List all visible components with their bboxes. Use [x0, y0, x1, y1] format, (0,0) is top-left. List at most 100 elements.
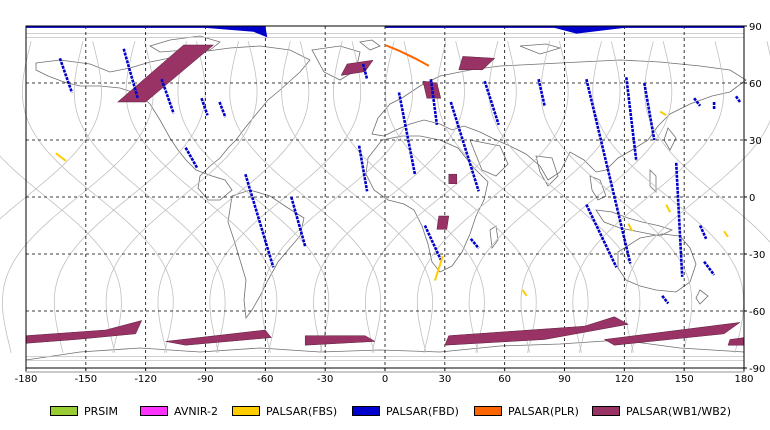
y-tick-label: 0: [749, 193, 755, 204]
legend-label: PALSAR(FBS): [266, 404, 338, 418]
x-tick-label: 90: [558, 374, 571, 385]
wb-footprint: [165, 329, 272, 346]
fbd-strip: [361, 63, 369, 80]
fbd-strip: [643, 82, 656, 141]
graticule: [26, 26, 744, 368]
fbd-strip: [734, 95, 742, 103]
fbd-strip: [698, 224, 708, 240]
fbd-strip: [693, 97, 702, 107]
wb-footprint: [117, 44, 215, 103]
x-tick-label: 30: [438, 374, 451, 385]
legend-swatch: [352, 406, 380, 416]
x-tick-label: -150: [74, 374, 97, 385]
legend-item: PALSAR(FBS): [232, 404, 337, 418]
legend-swatch: [474, 406, 502, 416]
orbit-track: [416, 41, 569, 353]
orbit-track: [333, 41, 485, 353]
wb-footprint: [458, 56, 496, 70]
orbit-track: [157, 41, 310, 353]
fbs-strip: [627, 223, 634, 232]
fbs-strip: [665, 204, 672, 213]
fbd-strip: [661, 294, 670, 305]
x-tick-label: -60: [257, 374, 273, 385]
wb-footprint: [603, 322, 741, 346]
fbs-strip: [433, 255, 444, 281]
legend-label: PRSIM: [84, 404, 118, 418]
x-tick-label: 150: [675, 374, 694, 385]
legend-item: PALSAR(PLR): [474, 404, 579, 418]
fbd-strip: [200, 97, 209, 116]
fbd-strip: [357, 145, 369, 192]
orbit-track: [73, 41, 226, 353]
wb-footprint: [304, 335, 376, 346]
legend-label: AVNIR-2: [174, 404, 218, 418]
fbd-strip: [483, 80, 500, 126]
x-tick-label: -120: [134, 374, 157, 385]
fbd-strip: [160, 78, 175, 114]
fbd-strip: [290, 196, 307, 247]
x-tick-labels: -180 -150 -120 -90 -60 -30 0 30 60 90 120 150 180: [15, 368, 754, 385]
fbd-strip: [625, 77, 638, 162]
fbd-strip: [397, 92, 417, 175]
x-tick-label: -90: [197, 374, 213, 385]
orbit-track: [105, 41, 258, 353]
legend-swatch: [50, 406, 78, 416]
fbd-strip: [449, 101, 480, 192]
fbd-strip: [429, 79, 439, 125]
map-plot: -180 -150 -120 -90 -60 -30 0 30 60 90 120 150 180 90…: [0, 22, 770, 385]
fbd-strip: [674, 162, 684, 277]
fbs-strip: [723, 230, 729, 238]
observation-footprints: [25, 26, 745, 346]
wb-footprint: [727, 337, 745, 346]
x-tick-label: -30: [317, 374, 333, 385]
fbd-strip: [423, 224, 442, 261]
fbd-polar-band: [385, 26, 744, 34]
fbd-strip: [184, 146, 199, 170]
legend-item: PRSIM: [50, 404, 118, 418]
legend-item: PALSAR(WB1/WB2): [592, 404, 731, 418]
fbd-strip: [469, 237, 480, 250]
legend-item: AVNIR-2: [140, 404, 218, 418]
orbit-track: [229, 41, 382, 353]
fbs-strip: [659, 110, 667, 117]
wb-footprint: [448, 173, 458, 184]
fbd-strip: [244, 173, 275, 268]
legend: PRSIM AVNIR-2 PALSAR(FBS) PALSAR(FBD) PALSAR…: [0, 400, 770, 422]
orbit-track: [0, 155, 122, 353]
legend-label: PALSAR(WB1/WB2): [626, 404, 732, 418]
x-tick-label: 180: [734, 374, 753, 385]
fbs-strip: [55, 152, 67, 162]
plr-strip: [384, 44, 430, 67]
y-tick-label: 90: [749, 22, 762, 33]
fbd-polar-band: [26, 26, 268, 38]
y-tick-label: 30: [749, 136, 762, 147]
legend-swatch: [232, 406, 260, 416]
y-tick-label: 60: [749, 79, 762, 90]
x-tick-label: -180: [15, 374, 38, 385]
orbit-track: [572, 41, 725, 353]
fbd-strip: [122, 48, 139, 99]
orbit-track: [644, 41, 770, 243]
x-tick-label: 0: [382, 374, 388, 385]
orbit-track: [261, 41, 414, 353]
fbd-strip: [585, 204, 618, 268]
wb-footprint: [444, 316, 630, 346]
wb-footprint: [340, 59, 374, 76]
legend-swatch: [592, 406, 620, 416]
y-tick-label: -60: [749, 307, 765, 318]
x-tick-label: 120: [615, 374, 634, 385]
x-tick-label: 60: [498, 374, 511, 385]
y-tick-label: -30: [749, 250, 765, 261]
legend-item: PALSAR(FBD): [352, 404, 459, 418]
y-tick-label: -90: [749, 364, 765, 375]
orbit-track: [22, 41, 174, 353]
fbd-strip: [58, 57, 74, 93]
fbd-strip: [703, 260, 716, 276]
legend-label: PALSAR(FBD): [386, 404, 459, 418]
fbd-strip: [537, 78, 546, 107]
coastlines: [25, 35, 747, 373]
fbd-strip: [218, 101, 227, 118]
fbd-strip: [585, 78, 632, 264]
legend-label: PALSAR(PLR): [508, 404, 579, 418]
wb-footprint: [25, 320, 143, 344]
